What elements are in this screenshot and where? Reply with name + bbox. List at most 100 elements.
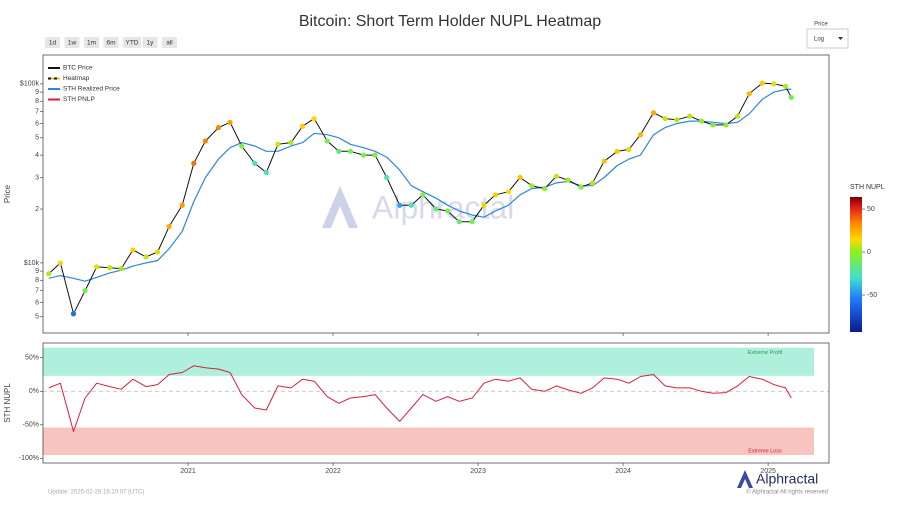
heatmap-point (118, 265, 124, 272)
selector-value[interactable]: Log (814, 37, 824, 43)
y2-tick-label: -100% (19, 455, 39, 462)
price-selector[interactable]: Log (806, 28, 849, 49)
heatmap-point (578, 184, 584, 190)
y-tick-label: 5 (35, 314, 39, 321)
heatmap-point (166, 223, 172, 229)
range-button[interactable]: 1d (45, 37, 60, 48)
range-button[interactable]: 6m (103, 37, 119, 48)
range-button-bg[interactable] (45, 37, 60, 48)
heatmap-point (239, 143, 245, 149)
heatmap-point (336, 148, 342, 154)
range-button-bg[interactable] (142, 37, 158, 48)
heatmap-point (215, 124, 222, 131)
legend-label: Heatmap (63, 75, 90, 82)
heatmap-point (202, 138, 209, 144)
range-button-label[interactable]: YTD (126, 40, 139, 47)
legend-item: STH PNLP (48, 96, 95, 103)
heatmap-point (324, 138, 330, 144)
copyright: © Alphractal All rights reserved (746, 489, 828, 496)
range-button[interactable]: 1m (84, 37, 99, 48)
heatmap-point (650, 110, 657, 116)
update-time: Update: 2025-02-28 16:10:07 (UTC) (48, 490, 144, 496)
x-tick-label: 2021 (180, 468, 196, 475)
heatmap-point (143, 254, 149, 260)
heatmap-point (107, 265, 113, 271)
y-tick-label: 6 (35, 120, 39, 127)
y-tick-label: 6 (35, 299, 39, 306)
band (43, 347, 814, 376)
x-tick-label: 2024 (615, 468, 631, 475)
range-button-label[interactable]: 1d (49, 40, 57, 47)
heatmap-point (179, 202, 185, 208)
y-tick-label: $100k (20, 81, 40, 88)
heatmap-point (614, 148, 620, 154)
selector-box[interactable] (806, 28, 849, 49)
heatmap-point (590, 180, 596, 186)
heatmap-point (637, 132, 644, 138)
y-tick-label: 7 (35, 287, 39, 294)
heatmap-point (94, 264, 100, 270)
y-tick-label: 8 (35, 98, 39, 105)
heatmap-point (70, 311, 77, 317)
heatmap-point (433, 206, 439, 212)
legend-label: BTC Price (63, 65, 93, 72)
x-tick-label: 2025 (760, 468, 776, 475)
selector-arrow[interactable] (838, 37, 843, 40)
heatmap-point (542, 186, 548, 192)
heatmap-point (698, 118, 704, 124)
y-tick-label: 7 (35, 108, 39, 115)
heatmap-point (360, 152, 367, 158)
range-button-label[interactable]: 1y (147, 40, 155, 47)
range-button-label[interactable]: all (166, 40, 173, 47)
heatmap-point (227, 119, 233, 125)
heatmap-point (154, 249, 161, 255)
heatmap-point (759, 80, 765, 86)
range-button-bg[interactable] (162, 37, 177, 48)
range-button-bg[interactable] (123, 37, 141, 48)
heatmap-point (263, 169, 269, 176)
range-button[interactable]: YTD (123, 37, 141, 48)
heatmap-point (723, 122, 729, 128)
heatmap-point (408, 202, 414, 208)
heatmap-point (288, 139, 294, 146)
heatmap-point (481, 202, 487, 208)
range-button[interactable]: 1w (64, 37, 80, 48)
heatmap-point (311, 115, 317, 122)
plot-frame (42, 54, 830, 334)
brand-logo (737, 470, 753, 488)
range-button[interactable]: 1y (142, 37, 158, 48)
heatmap-point (46, 271, 52, 277)
colorbar (850, 197, 862, 332)
watermark: Alphractal (322, 186, 514, 228)
range-button-label[interactable]: 6m (106, 40, 115, 47)
heatmap-point (420, 192, 426, 198)
y2-axis-label: STH NUPL (3, 383, 12, 423)
range-button-bg[interactable] (84, 37, 99, 48)
heatmap-point (82, 288, 88, 294)
watermark-logo (322, 186, 358, 228)
range-button-label[interactable]: 1m (87, 40, 96, 47)
heatmap-point (492, 192, 499, 198)
range-button[interactable]: all (162, 37, 177, 48)
range-button-label[interactable]: 1w (68, 40, 77, 47)
y-axis-label: Price (3, 184, 12, 203)
y-tick-label: 9 (35, 268, 39, 275)
heatmap-point (529, 183, 535, 189)
heatmap-point (687, 113, 693, 119)
range-button-bg[interactable] (103, 37, 119, 48)
heatmap-point (372, 152, 378, 158)
colorbar-tick-label: 50 (867, 206, 875, 213)
y-tick-label: 8 (35, 277, 39, 284)
heatmap-point (252, 160, 258, 166)
plot2-frame (42, 342, 830, 464)
heatmap-point (517, 174, 523, 181)
heatmap-point (505, 189, 512, 195)
heatmap-point (626, 146, 632, 153)
band-label: Extreme Loss (748, 448, 782, 454)
watermark-text: Alphractal (372, 189, 514, 225)
range-button-bg[interactable] (64, 37, 80, 48)
heatmap-point (191, 160, 197, 166)
heatmap-point (275, 141, 281, 147)
y2-tick-label: 0% (29, 388, 39, 395)
